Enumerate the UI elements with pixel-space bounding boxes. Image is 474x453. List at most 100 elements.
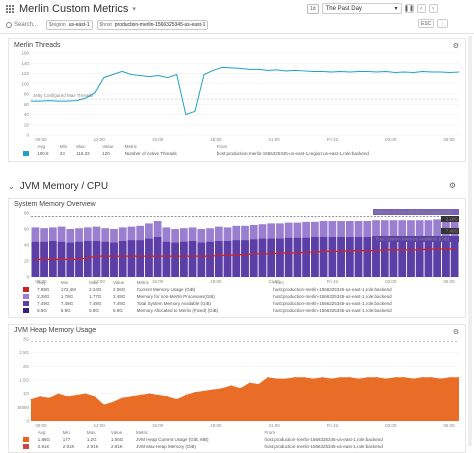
bar-total-available	[424, 236, 433, 277]
collapse-icon[interactable]: ⌄	[8, 181, 15, 191]
bar-total-available	[127, 240, 136, 277]
x-tick-label: 12:00	[94, 279, 106, 284]
bar-total-available	[276, 238, 284, 277]
panel-title: JVM Heap Memory Usage	[14, 327, 97, 334]
legend-row[interactable]: 7.49G 7.49G 7.49G 7.49G Total System Memory …	[23, 300, 463, 307]
legend-row[interactable]: 1.86G 177 1.2G 1.06G JVM Heap Current Usage …	[23, 436, 463, 443]
data-point	[76, 394, 77, 396]
x-tick-label: 12:00	[94, 423, 106, 428]
x-tick-label: 15:00	[152, 423, 164, 428]
legend-header-cell: Metric	[135, 430, 149, 435]
esc-button[interactable]: ESC	[418, 19, 435, 28]
more-button[interactable]: ⋮	[437, 19, 449, 28]
pause-button[interactable]: ❚❚	[404, 4, 415, 13]
data-point	[139, 394, 141, 396]
data-point	[94, 92, 96, 94]
top-bar: Merlin Custom Metrics ▾ Search... $regio…	[0, 0, 474, 34]
data-point	[303, 70, 305, 72]
legend-cell: JVM Heap Current Usage (GiB, MB)	[135, 437, 209, 442]
data-point	[203, 390, 205, 392]
annotation-label: Memory for non-Merlin Processes(GB)	[375, 210, 453, 215]
data-point	[176, 398, 178, 400]
dashboard-grid-icon[interactable]	[6, 4, 15, 14]
y-tick-label: 2.5G	[19, 350, 29, 355]
bar-total-available	[302, 237, 311, 277]
bar-total-available	[354, 237, 363, 277]
legend-row[interactable]: 5.9G 5.9G 5.9G 5.9G Memory Allocated to Merl…	[23, 307, 463, 314]
time-range-label: The Past Day	[325, 5, 362, 12]
y-tick-label: 2G	[23, 364, 30, 369]
filter-host-value: production-merlin-1566325345-us-east-1	[114, 21, 206, 28]
data-point	[185, 114, 187, 115]
data-point	[276, 378, 278, 380]
gear-icon[interactable]: ⚙	[448, 181, 456, 190]
legend-cell: 5.9G	[37, 308, 47, 313]
legend-row[interactable]: 2.28G 1.78G 1.77G 2.49G Memory for non-Merli…	[23, 293, 463, 300]
data-point	[221, 66, 223, 68]
legend-cell: host:production-merlin-1566325345-us-eas…	[273, 301, 392, 306]
filter-region-key: $region	[49, 21, 66, 28]
legend-header-cell: From	[216, 144, 228, 149]
gear-icon[interactable]: ⚙	[452, 329, 459, 336]
data-point	[431, 376, 433, 378]
data-point	[276, 69, 278, 71]
data-point	[376, 71, 378, 73]
data-point	[240, 387, 241, 389]
bar-total-available	[258, 238, 267, 277]
filter-host[interactable]: $host production-merlin-1566325345-us-ea…	[96, 19, 209, 30]
data-point	[385, 378, 387, 380]
caret-down-icon[interactable]: ▾	[132, 6, 136, 13]
legend-cell: 24	[59, 151, 65, 156]
value-box	[441, 228, 459, 234]
scrollbar[interactable]	[468, 36, 472, 446]
next-button[interactable]: ›	[428, 4, 438, 13]
x-tick-label: 03:00	[385, 279, 397, 284]
gear-icon[interactable]: ⚙	[452, 43, 459, 50]
search-input[interactable]: Search...	[6, 19, 42, 30]
bar-total-available	[171, 242, 179, 277]
legend-header-cell: Metric	[124, 144, 138, 149]
legend-cell: 5.9G	[89, 308, 99, 313]
filter-region[interactable]: $region us-east-1	[46, 19, 93, 30]
legend-header-cell: From	[273, 280, 284, 285]
data-point	[322, 376, 323, 378]
data-point	[294, 70, 296, 71]
data-point	[367, 376, 369, 378]
panel-title: System Memory Overview	[14, 201, 96, 208]
bar-total-available	[363, 237, 372, 277]
bar-total-available	[442, 236, 450, 277]
bar-total-available	[311, 237, 319, 277]
bar-total-available	[398, 236, 407, 277]
y-tick-label: 20	[24, 122, 30, 127]
legend-cell: 2.49G	[112, 294, 126, 299]
data-point	[358, 71, 360, 72]
time-badge: 1d	[307, 3, 319, 14]
data-point	[48, 397, 50, 399]
legend-header-cell: Max	[76, 144, 85, 149]
y-tick-label: 0	[26, 419, 29, 424]
bar-total-available	[153, 237, 162, 277]
time-range-select[interactable]: The Past Day ▾	[321, 3, 402, 14]
y-tick-label: 160	[21, 51, 29, 56]
y-tick-label: 3G	[23, 337, 30, 342]
annotation-label: Total System Memory Available (GiB)	[375, 237, 450, 242]
x-tick-label: 09:00	[35, 423, 47, 428]
legend-row[interactable]: 7.89G 172.4M 2.24G 2.06G Current Memory Usag…	[23, 286, 463, 293]
data-point	[413, 378, 414, 380]
time-controls: 1d The Past Day ▾ ❚❚ ‹ ›	[307, 3, 438, 14]
bar-total-available	[389, 236, 398, 277]
panel-title: Merlin Threads	[14, 42, 61, 49]
data-point	[158, 394, 159, 396]
bar-total-available	[101, 241, 110, 277]
data-point	[230, 67, 232, 69]
data-point	[285, 70, 287, 72]
data-point	[67, 396, 68, 397]
legend-row[interactable]: 2.91K 2.91K 2.91K 2.91K JVM Max Heap Memory …	[23, 443, 463, 450]
data-point	[39, 100, 41, 102]
x-tick-label: 21:00	[269, 279, 281, 284]
prev-button[interactable]: ‹	[416, 4, 426, 13]
data-point	[148, 393, 150, 395]
dashboard-title[interactable]: Merlin Custom Metrics	[19, 3, 129, 15]
legend-row[interactable]: 100.8 24 115.33 120 Number of Active Threads…	[23, 150, 463, 157]
